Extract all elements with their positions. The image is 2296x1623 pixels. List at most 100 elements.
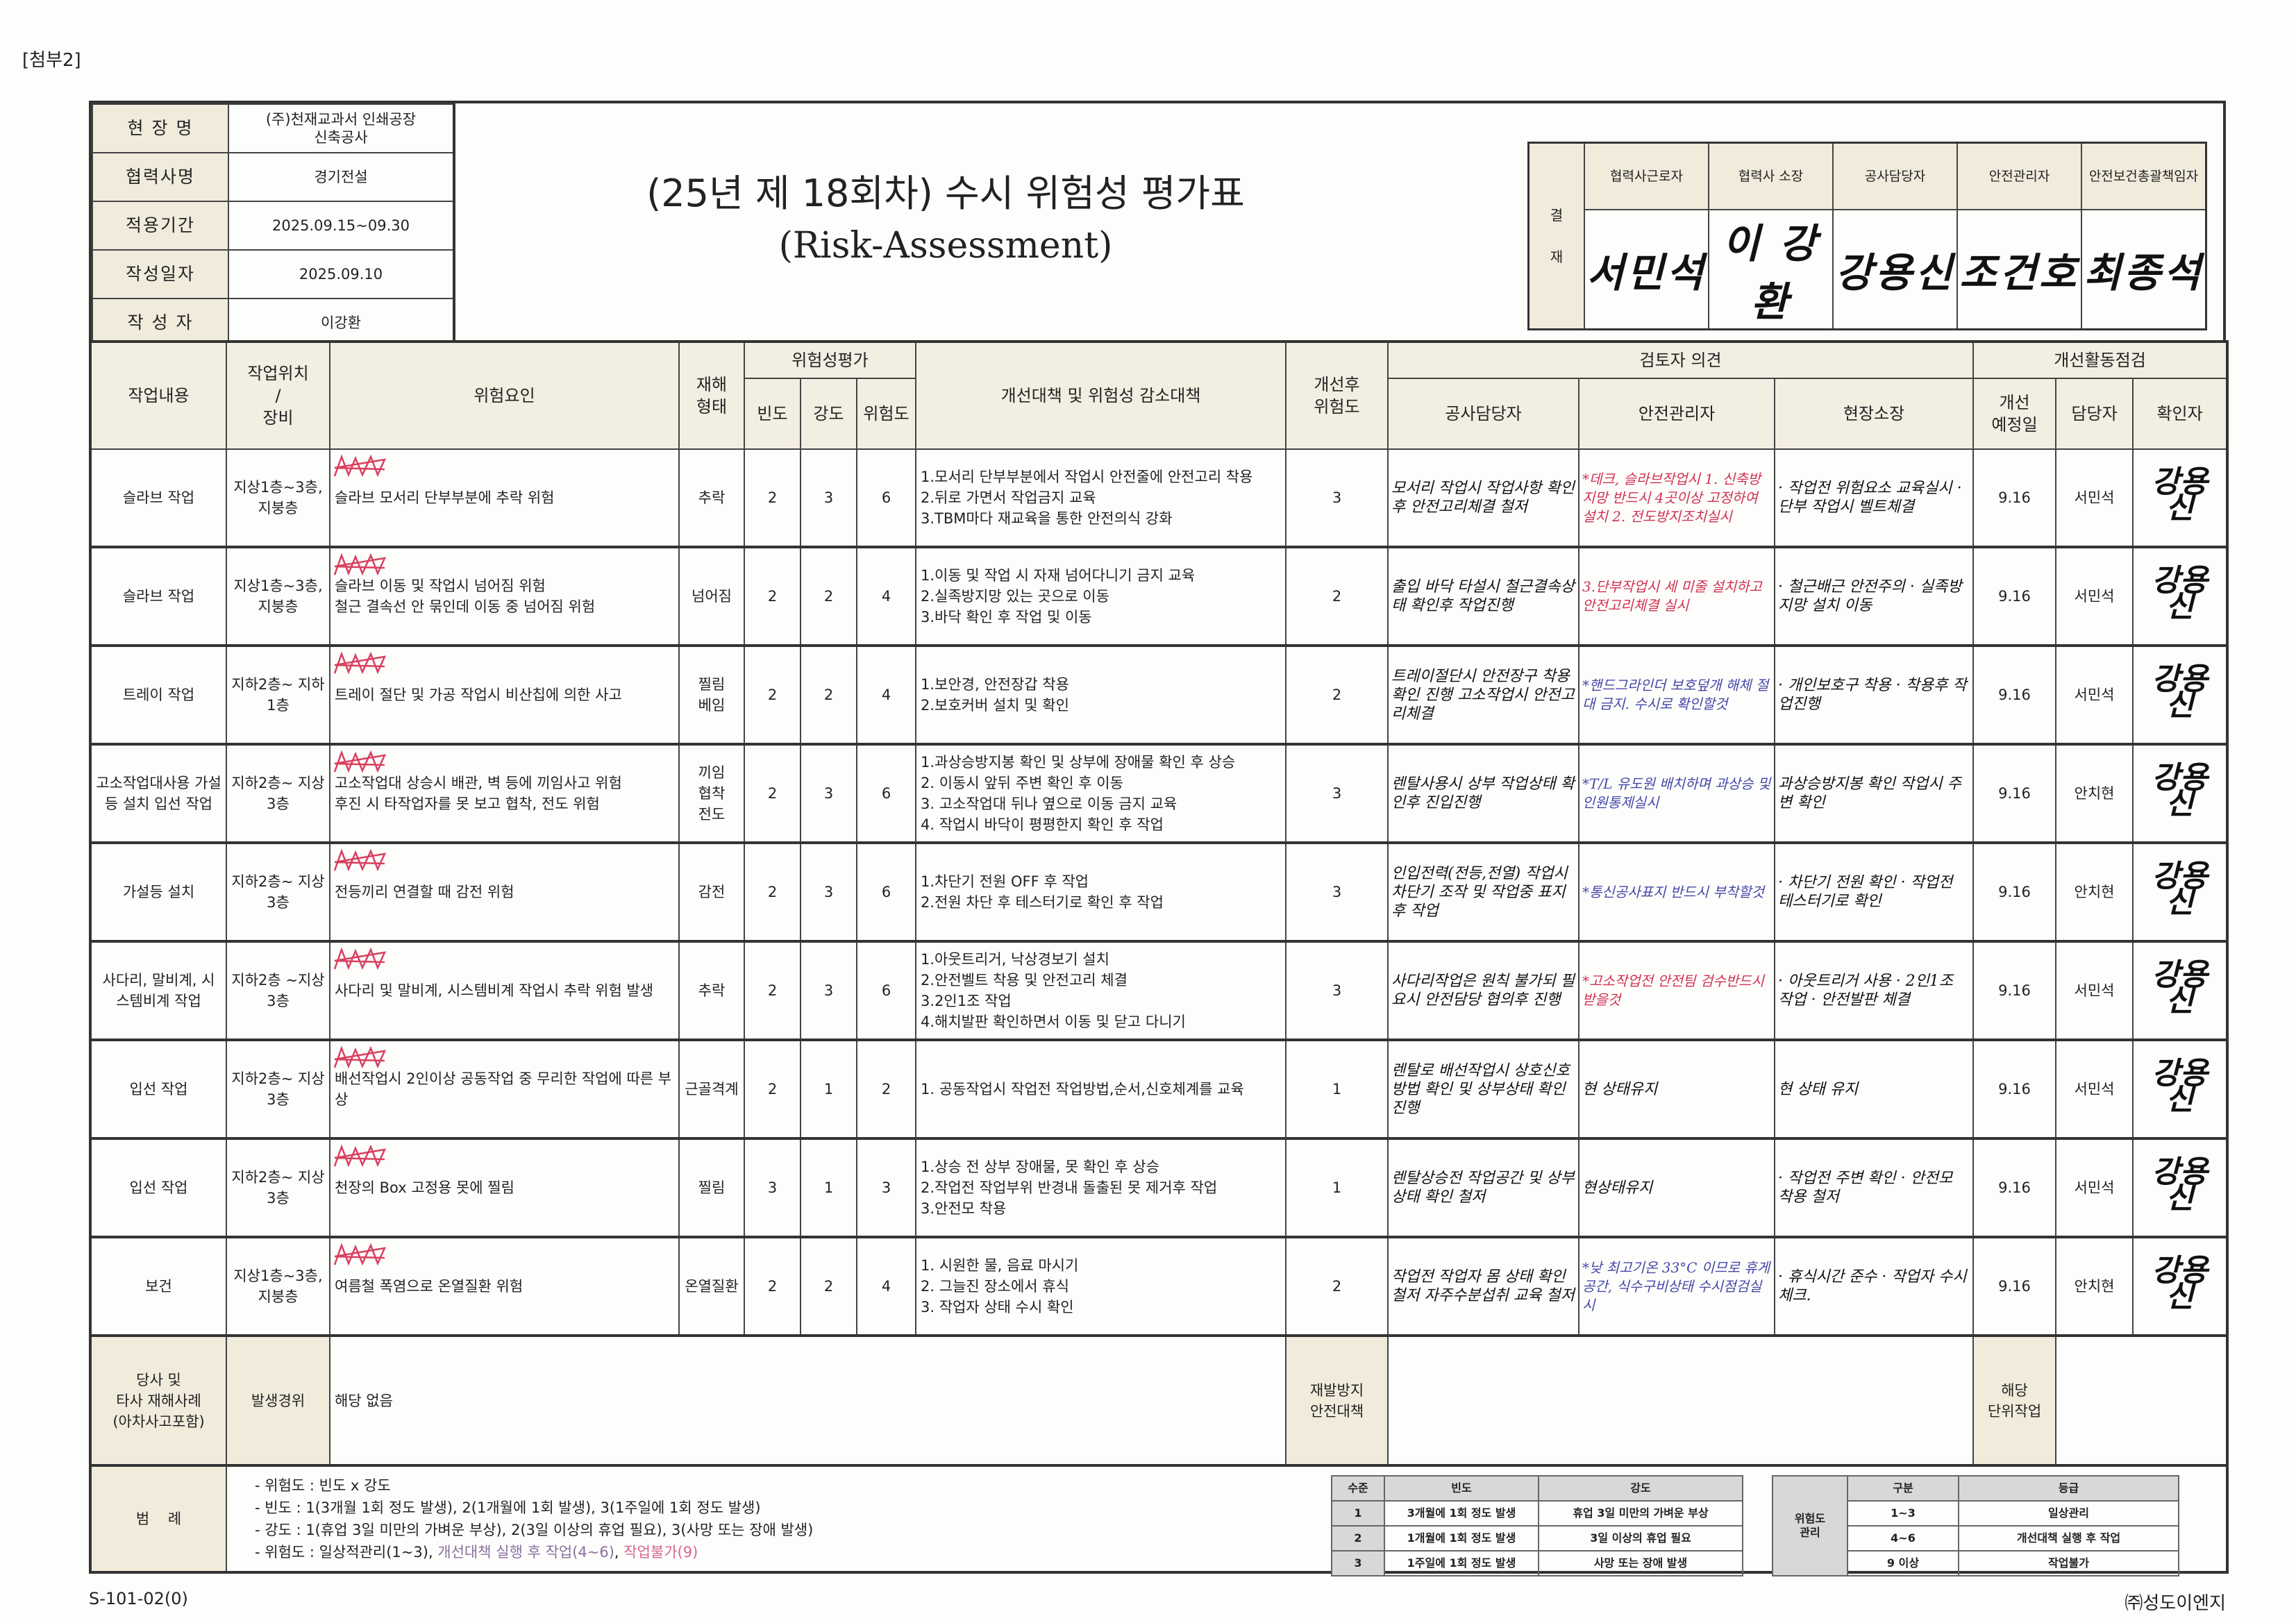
- measure-line: 1. 시원한 물, 음료 마시기: [921, 1257, 1079, 1274]
- disaster-type: 넘어짐: [678, 546, 745, 647]
- work-content: 사다리, 말비계, 시스템비계 작업: [90, 941, 227, 1041]
- table-row: 슬라브 작업 지상1층~3층, 지붕층 슬라브 모서리 단부부분에 추락 위험 추락 2…: [90, 448, 2229, 548]
- measure-line: 2. 그늘진 장소에서 휴식: [921, 1278, 1069, 1295]
- confirmer-signature: 강용신: [2152, 563, 2209, 624]
- header-rev-safety: 안전관리자: [1578, 378, 1775, 450]
- comment-site: · 휴식시간 준수 · 작업자 수시 체크.: [1773, 1236, 1975, 1337]
- measure-line: 2.실족방지망 있는 곳으로 이동: [921, 588, 1109, 605]
- measures: 1.아웃트리거, 낙상경보기 설치 2.안전벨트 착용 및 안전고리 체결 3.2인…: [915, 941, 1287, 1041]
- legend-text: - 위험도 : 빈도 x 강도 - 빈도 : 1(3개월 1회 정도 발생), …: [227, 1474, 2226, 1563]
- scale-cell: 3개월에 1회 정도 발생: [1384, 1500, 1539, 1527]
- measure-line: 1.아웃트리거, 낙상경보기 설치: [921, 951, 1109, 968]
- info-label: 협력사명: [92, 152, 229, 202]
- planned-date: 9.16: [1972, 842, 2057, 943]
- title-line-2: (Risk-Assessment): [778, 225, 1113, 267]
- work-location: 지하2층~ 지상3층: [226, 743, 330, 844]
- approval-role: 공사담당자: [1832, 142, 1958, 210]
- header-rev-site: 현장소장: [1773, 378, 1975, 450]
- scale-cell: 3: [1331, 1550, 1385, 1576]
- grade-header-row: 위험도 관리 구분 등급: [1772, 1475, 2179, 1576]
- header-confirmer: 확인자: [2132, 378, 2229, 450]
- residual-risk: 3: [1285, 941, 1389, 1041]
- header-hazard: 위험요인: [329, 341, 680, 450]
- measures: 1. 시원한 물, 음료 마시기 2. 그늘진 장소에서 휴식 3. 작업자 상태 …: [915, 1236, 1287, 1337]
- severity: 1: [800, 1138, 857, 1238]
- confirmer-signature: 강용신: [2152, 1154, 2209, 1216]
- measure-line: 1.이동 및 작업 시 자재 넘어다니기 금지 교육: [921, 567, 1196, 584]
- scale-row: 2 1개월에 1회 정도 발생 3일 이상의 휴업 필요: [1331, 1525, 1743, 1551]
- scale-cell: 휴업 3일 미만의 가벼운 부상: [1538, 1500, 1743, 1527]
- info-label: 작 성 자: [92, 298, 229, 348]
- approval-signature: 이 강환: [1708, 209, 1834, 330]
- comment-site: · 철근배근 안전주의 · 실족방지망 설치 이동: [1773, 546, 1975, 647]
- frequency: 2: [744, 645, 801, 746]
- table-row: 사다리, 말비계, 시스템비계 작업 지하2층 ~지상3층 사다리 및 말비계, 시…: [90, 941, 2229, 1041]
- residual-risk: 3: [1285, 842, 1389, 943]
- measure-line: 1.상승 전 상부 장애물, 못 확인 후 상승: [921, 1159, 1159, 1175]
- title-line-1: (25년 제 18회차) 수시 위험성 평가표: [646, 171, 1245, 215]
- info-row: 작성일자 2025.09.10: [92, 249, 455, 299]
- confirmer-signature: 강용신: [2152, 1253, 2209, 1314]
- header-assessment: 위험성평가: [744, 341, 916, 379]
- legend-line: - 강도 : 1(휴업 3일 미만의 가벼운 부상), 2(3일 이상의 휴업 …: [255, 1522, 814, 1538]
- planned-date: 9.16: [1972, 448, 2057, 548]
- owner: 서민석: [2055, 1138, 2134, 1238]
- scale-cell: 사망 또는 장애 발생: [1538, 1550, 1743, 1576]
- work-content: 슬라브 작업: [90, 546, 227, 647]
- planned-date: 9.16: [1972, 645, 2057, 746]
- planned-date: 9.16: [1972, 1039, 2057, 1140]
- approval-side-label: 결 재: [1527, 142, 1585, 330]
- measures: 1.모서리 단부부분에서 작업시 안전줄에 안전고리 착용 2.뒤로 가면서 작업…: [915, 448, 1287, 548]
- scale-header-row: 수준 빈도 강도: [1331, 1475, 1743, 1502]
- measure-line: 1.과상승방지봉 확인 및 상부에 장애물 확인 후 상승: [921, 754, 1236, 771]
- confirmer-signature: 강용신: [2152, 859, 2209, 920]
- grade-row: 1~3 일상관리: [1773, 1500, 2179, 1527]
- approval-role: 안전보건총괄책임자: [2081, 142, 2207, 210]
- approval-side-2: 재: [1550, 249, 1564, 265]
- table-row: 트레이 작업 지하2층~ 지하1층 트레이 절단 및 가공 작업시 비산칩에 의한 …: [90, 645, 2229, 746]
- grade-cell: 작업불가: [1958, 1550, 2179, 1576]
- table-row: 슬라브 작업 지상1층~3층, 지붕층 슬라브 이동 및 작업시 넘어짐 위험 철근 …: [90, 546, 2229, 647]
- measures: 1.상승 전 상부 장애물, 못 확인 후 상승 2.작업전 작업부위 반경내 돌…: [915, 1138, 1287, 1238]
- check-mark-icon: [333, 1243, 387, 1266]
- check-mark-icon: [333, 651, 387, 675]
- planned-date: 9.16: [1972, 941, 2057, 1041]
- signature-3: 강용신: [1835, 249, 1955, 296]
- comment-construction: 출입 바닥 타설시 철근결속상태 확인후 작업진행: [1387, 546, 1579, 647]
- work-content: 입선 작업: [90, 1138, 227, 1238]
- comment-construction: 사다리작업은 원칙 불가되 필요시 안전담당 협의후 진행: [1387, 941, 1579, 1041]
- confirmer-signature: 강용신: [2152, 464, 2209, 525]
- scale-cell: 2: [1331, 1525, 1385, 1551]
- risk-level: 6: [856, 842, 916, 943]
- legend-content: - 위험도 : 빈도 x 강도 - 빈도 : 1(3개월 1회 정도 발생), …: [225, 1465, 2229, 1576]
- check-mark-icon: [333, 750, 387, 773]
- header-location: 작업위치 / 장비: [226, 341, 330, 450]
- document-title: (25년 제 18회차) 수시 위험성 평가표 (Risk-Assessment…: [453, 169, 1439, 274]
- hazard-line: 사다리 및 말비계, 시스템비계 작업시 추락 위험 발생: [335, 982, 654, 999]
- comment-construction: 모서리 작업시 작업사항 확인후 안전고리체결 철저: [1387, 448, 1579, 548]
- scale-cell: 1개월에 1회 정도 발생: [1384, 1525, 1539, 1551]
- hazard-factor: 슬라브 모서리 단부부분에 추락 위험: [329, 448, 680, 548]
- comment-safety: *핸드그라인더 보호덮개 해체 절대 금지. 수시로 확인할것: [1578, 645, 1775, 746]
- approval-signature: 최종석: [2081, 209, 2207, 330]
- planned-date: 9.16: [1972, 1236, 2057, 1337]
- scale-table: 수준 빈도 강도 1 3개월에 1회 정도 발생 휴업 3일 미만의 가벼운 부상 2 1개월…: [1331, 1475, 1743, 1576]
- owner: 서민석: [2055, 448, 2134, 548]
- hazard-factor: 사다리 및 말비계, 시스템비계 작업시 추락 위험 발생: [329, 941, 680, 1041]
- comment-safety: *고소작업전 안전팀 검수반드시 받을것: [1578, 941, 1775, 1041]
- confirmer: 강용신: [2132, 842, 2229, 943]
- info-row: 현 장 명 (주)천재교과서 인쇄공장 신축공사: [92, 103, 455, 153]
- approval-signature: 조건호: [1956, 209, 2082, 330]
- work-content: 슬라브 작업: [90, 448, 227, 548]
- work-location: 지하2층~ 지하1층: [226, 645, 330, 746]
- grade-row: 4~6 개선대책 실행 후 작업: [1773, 1525, 2179, 1551]
- grade-row: 9 이상 작업불가: [1773, 1550, 2179, 1576]
- comment-safety: 3.단부작업시 세 미줄 설치하고 안전고리체결 실시: [1578, 546, 1775, 647]
- measure-line: 3. 작업자 상태 수시 확인: [921, 1299, 1074, 1315]
- confirmer-signature: 강용신: [2152, 662, 2209, 723]
- comment-construction: 트레이절단시 안전장구 착용확인 진행 고소작업시 안전고리체결: [1387, 645, 1579, 746]
- confirmer: 강용신: [2132, 1039, 2229, 1140]
- owner: 안치현: [2055, 1236, 2134, 1337]
- comment-safety: *낮 최고기온 33°C 이므로 휴게공간, 식수구비상태 수시점검실시: [1578, 1236, 1775, 1337]
- scale-header: 수준: [1331, 1475, 1385, 1502]
